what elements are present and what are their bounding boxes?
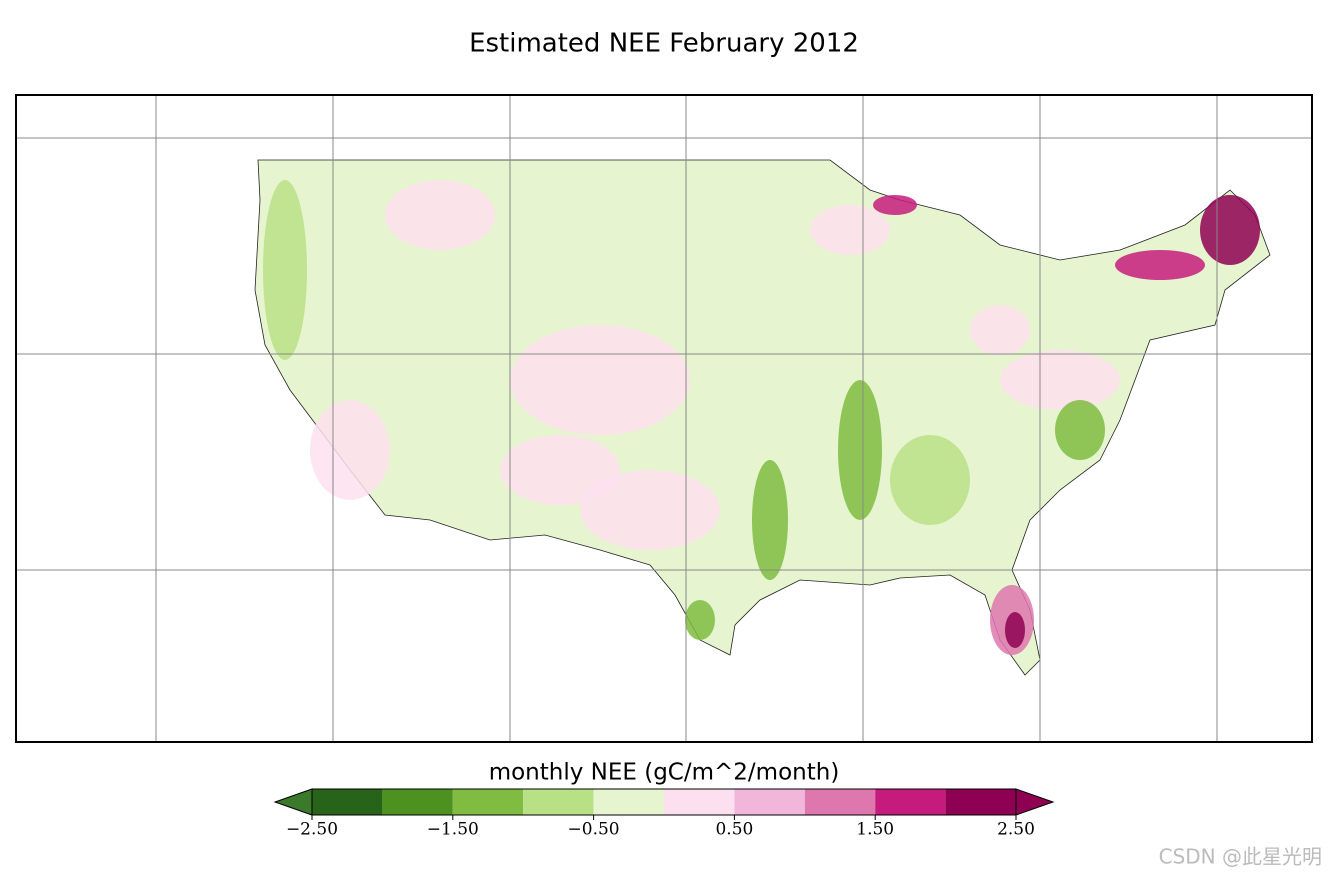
- field-patch: [838, 380, 882, 520]
- colorbar: −2.50 −1.50 −0.50 0.50 1.50 2.50: [273, 788, 1055, 840]
- field-patch: [385, 180, 495, 250]
- field-patch: [970, 305, 1030, 355]
- field-patch: [685, 600, 715, 640]
- field-patch: [1005, 612, 1025, 648]
- colorbar-label: monthly NEE (gC/m^2/month): [489, 760, 840, 786]
- colorbar-extend-low: [273, 788, 313, 816]
- colorbar-bin: [452, 789, 524, 815]
- colorbar-bin: [734, 789, 805, 815]
- field-patches: [263, 180, 1260, 655]
- field-patch: [1115, 250, 1205, 280]
- map-frame: [15, 94, 1313, 743]
- field-patch: [752, 460, 788, 580]
- field-patch: [1200, 195, 1260, 265]
- field-patch: [510, 325, 690, 435]
- colorbar-bin: [945, 789, 1016, 815]
- map-title: Estimated NEE February 2012: [469, 29, 859, 59]
- colorbar-bin: [804, 789, 876, 815]
- colorbar-tick-label: −2.50: [286, 820, 338, 840]
- colorbar-bin: [523, 789, 594, 815]
- colorbar-tick-label: 2.50: [997, 820, 1035, 840]
- colorbar-bin: [382, 789, 453, 815]
- field-patch: [500, 435, 620, 505]
- graticule: [16, 95, 1312, 742]
- colorbar-bin: [875, 789, 946, 815]
- field-patch: [1000, 350, 1120, 410]
- land: [254, 159, 1271, 676]
- colorbar-bin: [593, 789, 664, 815]
- field-patch: [890, 435, 970, 525]
- colorbar-tick-label: −1.50: [427, 820, 479, 840]
- field-patch: [873, 195, 917, 215]
- field-patch: [310, 400, 390, 500]
- colorbar-tick-label: −0.50: [568, 820, 620, 840]
- colorbar-bin: [312, 789, 383, 815]
- colorbar-tick-label: 0.50: [715, 820, 753, 840]
- colorbar-bin: [664, 789, 735, 815]
- colorbar-outline: [311, 788, 1017, 816]
- us-outline: [254, 159, 1271, 676]
- field-patch: [580, 470, 720, 550]
- colorbar-tick-label: 1.50: [856, 820, 894, 840]
- field-patch: [1055, 400, 1105, 460]
- watermark: CSDN @此星光明: [1159, 845, 1322, 869]
- field-patch: [263, 180, 307, 360]
- field-patch: [810, 205, 890, 255]
- colorbar-extend-high: [1015, 788, 1055, 816]
